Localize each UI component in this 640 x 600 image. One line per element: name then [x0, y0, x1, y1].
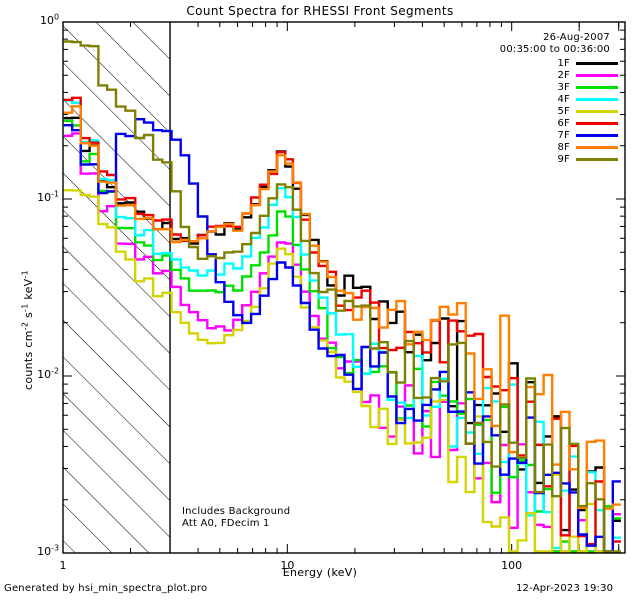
legend-item-6f: 6F: [500, 117, 618, 129]
series-line-9f: [63, 40, 621, 553]
legend-item-5f: 5F: [500, 105, 618, 117]
legend-color-swatch: [576, 61, 618, 65]
footer-generator: Generated by hsi_min_spectra_plot.pro: [4, 583, 208, 594]
series-group: [63, 40, 621, 553]
legend-color-swatch: [576, 145, 618, 149]
annotation-background: Includes Background: [182, 506, 291, 517]
x-tick-label: 10: [280, 559, 295, 572]
legend-label: 3F: [557, 81, 570, 93]
legend-color-swatch: [576, 85, 618, 89]
legend-item-9f: 9F: [500, 153, 618, 165]
y-tick-label: 10-2: [19, 366, 59, 381]
legend-item-7f: 7F: [500, 129, 618, 141]
y-tick-exponent: 0: [53, 12, 59, 22]
legend-item-2f: 2F: [500, 69, 618, 81]
footer-timestamp: 12-Apr-2023 19:30: [516, 583, 614, 594]
series-line-2f: [63, 132, 621, 553]
legend-label: 2F: [557, 69, 570, 81]
legend-label: 7F: [557, 129, 570, 141]
y-tick-label: 100: [19, 12, 59, 27]
legend-label: 1F: [557, 57, 570, 69]
y-tick-exponent: -2: [51, 366, 59, 376]
legend-label: 5F: [557, 105, 570, 117]
legend-item-3f: 3F: [500, 81, 618, 93]
x-tick-label: 100: [501, 559, 523, 572]
legend-label: 4F: [557, 93, 570, 105]
legend-label: 9F: [557, 153, 570, 165]
x-tick-label: 1: [59, 559, 67, 572]
y-tick-label: 10-3: [19, 543, 59, 558]
legend-color-swatch: [576, 121, 618, 125]
y-tick-base: 10: [37, 191, 52, 204]
legend: 1F 2F 3F 4F 5F 6F 7F 8F 9F: [500, 57, 618, 165]
y-tick-base: 10: [39, 14, 54, 27]
page-title: Count Spectra for RHESSI Front Segments: [186, 4, 454, 18]
legend-item-4f: 4F: [500, 93, 618, 105]
y-tick-exponent: -3: [51, 543, 59, 553]
legend-color-swatch: [576, 133, 618, 137]
series-line-5f: [63, 189, 621, 553]
annotation-attenuator: Att A0, FDecim 1: [182, 518, 270, 529]
observation-time-range: 00:35:00 to 00:36:00: [499, 44, 610, 55]
legend-color-swatch: [576, 97, 618, 101]
x-axis-label: Energy (keV): [282, 566, 358, 579]
observation-date: 26-Aug-2007: [543, 32, 610, 43]
y-tick-label: 10-1: [19, 189, 59, 204]
series-line-3f: [63, 119, 621, 553]
legend-label: 6F: [557, 117, 570, 129]
legend-color-swatch: [576, 73, 618, 77]
legend-item-8f: 8F: [500, 141, 618, 153]
legend-label: 8F: [557, 141, 570, 153]
plot-frame: [62, 21, 626, 554]
y-tick-base: 10: [37, 545, 52, 558]
legend-item-1f: 1F: [500, 57, 618, 69]
legend-color-swatch: [576, 109, 618, 113]
series-line-4f: [63, 99, 621, 553]
y-tick-exponent: -1: [51, 189, 59, 199]
y-tick-base: 10: [37, 368, 52, 381]
legend-color-swatch: [576, 157, 618, 161]
